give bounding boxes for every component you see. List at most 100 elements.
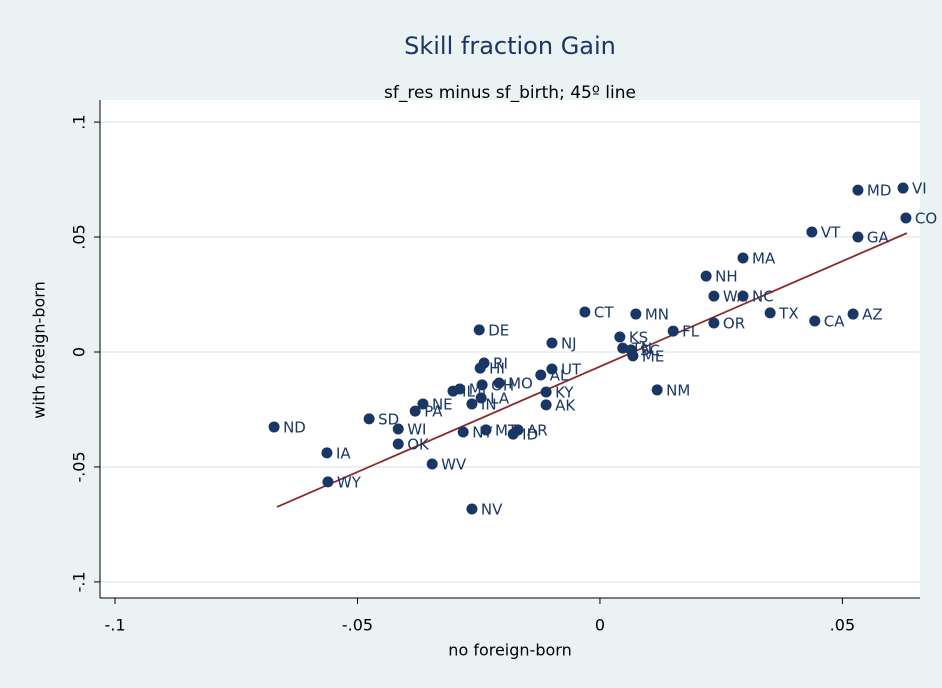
point <box>708 290 720 302</box>
point-label: NC <box>752 288 774 306</box>
point <box>897 182 909 194</box>
point <box>363 413 375 425</box>
point <box>579 306 591 318</box>
point-label: CA <box>824 312 845 330</box>
point-label: IA <box>336 444 351 462</box>
point-label: FL <box>682 323 700 341</box>
point <box>737 252 749 264</box>
point-label: UT <box>561 361 582 379</box>
point <box>392 438 404 450</box>
y-tick-label: -.05 <box>70 451 89 482</box>
point <box>409 405 421 417</box>
point <box>614 331 626 343</box>
point-label: AL <box>550 366 569 384</box>
point <box>475 392 487 404</box>
point-label: NJ <box>561 335 577 353</box>
point <box>900 212 912 224</box>
point <box>535 369 547 381</box>
point-label: HI <box>489 360 505 378</box>
point-label: ID <box>522 426 538 444</box>
point-label: AK <box>555 396 576 414</box>
point <box>737 290 749 302</box>
point-label: ME <box>642 347 664 365</box>
point <box>512 424 524 436</box>
fit-line <box>276 232 908 508</box>
point <box>852 231 864 243</box>
point-label: KS <box>629 329 648 347</box>
point <box>457 426 469 438</box>
point <box>493 377 505 389</box>
point-label: MN <box>645 306 669 324</box>
point-label: NM <box>666 381 690 399</box>
y-tick-label: .1 <box>70 114 89 129</box>
point <box>473 324 485 336</box>
point <box>617 342 629 354</box>
point-label: WV <box>441 455 467 473</box>
point-label: IL <box>462 383 475 401</box>
point-label: IN <box>481 395 497 413</box>
point <box>847 308 859 320</box>
point-label: CO <box>915 209 937 227</box>
point-label: KY <box>555 383 574 401</box>
point-label: GA <box>867 229 890 247</box>
point-label: RI <box>493 355 508 373</box>
point <box>852 184 864 196</box>
point <box>700 270 712 282</box>
point-label: ND <box>283 418 306 436</box>
point <box>447 385 459 397</box>
point <box>466 503 478 515</box>
point-label: CT <box>594 303 614 321</box>
point <box>540 399 552 411</box>
point <box>466 398 478 410</box>
point <box>474 362 486 374</box>
point <box>764 307 776 319</box>
point-label: AZ <box>862 306 883 324</box>
point-label: OH <box>491 376 514 394</box>
x-tick-label: .05 <box>830 616 855 635</box>
point-label: AR <box>527 421 548 439</box>
point <box>426 458 438 470</box>
point <box>546 337 558 349</box>
point <box>392 423 404 435</box>
point-label: MO <box>508 375 533 393</box>
plot-area <box>100 100 920 598</box>
point <box>806 226 818 238</box>
point <box>476 379 488 391</box>
point-label: LA <box>490 389 510 407</box>
point <box>627 350 639 362</box>
point-label: WI <box>407 421 426 439</box>
point <box>667 325 679 337</box>
point-label: OK <box>407 435 430 453</box>
y-tick-label: -.1 <box>70 571 89 592</box>
point-label: PA <box>424 403 443 421</box>
y-tick-label: .05 <box>70 224 89 249</box>
point <box>630 308 642 320</box>
point-label: OR <box>723 315 745 333</box>
point <box>480 424 492 436</box>
point <box>546 363 558 375</box>
chart-subtitle: sf_res minus sf_birth; 45º line <box>384 83 636 103</box>
point-label: NH <box>715 268 738 286</box>
point <box>322 476 334 488</box>
chart-title: Skill fraction Gain <box>404 32 616 60</box>
x-tick-label: -.05 <box>342 616 373 635</box>
point-label: VI <box>912 180 927 198</box>
point-label: SD <box>378 410 399 428</box>
point-label: NE <box>432 395 453 413</box>
y-axis-title: with foreign-born <box>30 281 49 418</box>
point <box>708 317 720 329</box>
point <box>651 384 663 396</box>
point-label: WY <box>337 473 362 491</box>
x-tick-label: 0 <box>595 616 605 635</box>
point <box>540 386 552 398</box>
x-tick-label: -.1 <box>105 616 126 635</box>
point <box>417 398 429 410</box>
point-label: SC <box>640 341 660 359</box>
point-label: MA <box>752 249 776 267</box>
point <box>268 421 280 433</box>
point-label: VT <box>821 223 841 241</box>
point-label: MD <box>867 182 892 200</box>
x-axis-title: no foreign-born <box>448 641 571 660</box>
point <box>809 315 821 327</box>
